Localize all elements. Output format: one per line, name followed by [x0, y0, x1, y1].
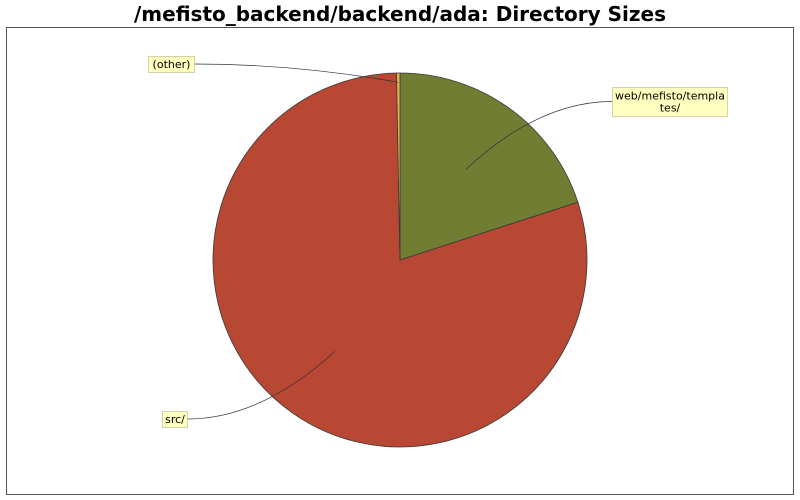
slice-label: src/: [165, 413, 185, 426]
chart-title: /mefisto_backend/backend/ada: Directory …: [134, 2, 666, 26]
label-leader-line: [193, 63, 399, 83]
slice-label-line: src/: [165, 413, 185, 426]
slice-label-line: (other): [153, 58, 191, 71]
pie-slices: [212, 72, 588, 448]
slice-label: web/mefisto/templa tes/: [615, 90, 725, 115]
slice-label-box: [148, 56, 195, 73]
pie-slice: [212, 72, 588, 448]
slice-label: (other): [153, 58, 191, 71]
slice-label-box: [162, 411, 188, 428]
label-leader-line: [465, 101, 613, 170]
slice-label-line: tes/: [660, 102, 681, 115]
slice-label-box: [612, 87, 728, 117]
label-leader-line: [186, 351, 336, 420]
pie-slice: [396, 72, 401, 261]
slice-label-line: web/mefisto/templa: [615, 90, 725, 103]
pie-labels: web/mefisto/templa tes/src/ (other): [148, 56, 728, 428]
pie-slice: [399, 72, 579, 261]
